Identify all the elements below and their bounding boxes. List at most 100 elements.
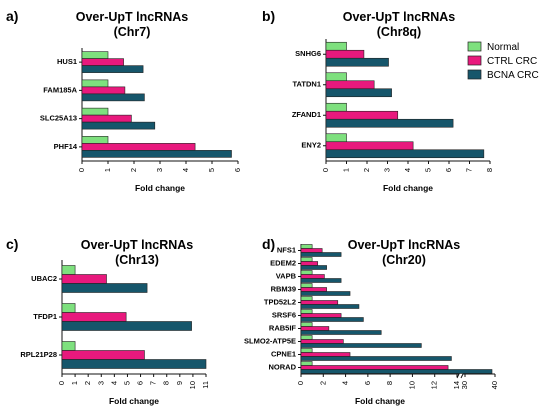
legend-swatch bbox=[467, 69, 482, 80]
bar-ctrl-crc bbox=[300, 326, 330, 331]
bar-normal bbox=[325, 41, 347, 51]
x-tick-label: 3 bbox=[96, 381, 105, 385]
bar-bcna-crc bbox=[325, 57, 389, 67]
category-label: VAPB bbox=[276, 271, 297, 280]
x-axis-title: Fold change bbox=[383, 183, 433, 193]
bar-ctrl-crc bbox=[81, 58, 124, 66]
bar-ctrl-crc bbox=[61, 274, 107, 284]
bar-bcna-crc bbox=[325, 118, 454, 128]
bar-ctrl-crc bbox=[300, 274, 325, 279]
x-tick-label: 8 bbox=[162, 381, 171, 385]
bar-normal bbox=[300, 283, 313, 288]
panel-title-line1: Over-UpT lncRNAs bbox=[343, 10, 456, 24]
category-label: ENY2 bbox=[301, 141, 321, 150]
bar-ctrl-crc bbox=[300, 313, 342, 318]
panel-letter: b) bbox=[262, 8, 275, 24]
x-tick-label: 3 bbox=[382, 168, 391, 172]
bar-normal bbox=[61, 341, 76, 351]
bar-normal bbox=[300, 244, 313, 249]
bar-normal bbox=[300, 270, 313, 275]
panel-b: b) Over-UpT lncRNAs(Chr8q) 0 1 2 3 4 5 6 7 8 Fold c… bbox=[262, 8, 494, 193]
x-tick-label: 4 bbox=[403, 168, 412, 172]
panel-title-line1: Over-UpT lncRNAs bbox=[76, 10, 189, 24]
panel-c: c) Over-UpT lncRNAs(Chr13) 0 1 2 3 4 5 6 7 8 9 10 11 F… bbox=[6, 236, 210, 406]
bar-normal bbox=[61, 265, 76, 275]
category-label: UBAC2 bbox=[31, 274, 57, 283]
bar-ctrl-crc bbox=[300, 352, 351, 357]
bar-ctrl-crc bbox=[300, 248, 323, 253]
category-label: SLMO2-ATP5E bbox=[244, 336, 296, 345]
category-label: SNHG6 bbox=[295, 49, 321, 58]
bar-bcna-crc bbox=[300, 343, 422, 348]
bar-ctrl-crc bbox=[61, 312, 127, 322]
x-tick-label: 10 bbox=[407, 381, 416, 389]
bar-normal bbox=[325, 72, 347, 82]
bar-bcna-crc bbox=[81, 121, 156, 130]
category-label: TATDN1 bbox=[293, 80, 321, 89]
bar-ctrl-crc bbox=[325, 141, 414, 151]
bar-bcna-crc bbox=[300, 356, 452, 361]
bar-bcna-crc bbox=[81, 93, 145, 102]
x-tick-label: 6 bbox=[444, 168, 453, 172]
bar-ctrl-crc bbox=[300, 300, 339, 305]
bar-ctrl-crc bbox=[81, 86, 126, 95]
bar-normal bbox=[81, 51, 109, 59]
bar-ctrl-crc bbox=[81, 114, 132, 123]
category-label: RAB5IF bbox=[269, 323, 297, 332]
x-tick-label: 5 bbox=[423, 168, 432, 172]
x-tick-label: 0 bbox=[296, 381, 305, 385]
bar-bcna-crc bbox=[300, 291, 351, 296]
bar-ctrl-crc bbox=[325, 49, 365, 59]
category-label: RBM39 bbox=[271, 284, 296, 293]
panel-a: a) Over-UpT lncRNAs(Chr7) 0 1 2 3 4 5 6 Fold chan… bbox=[6, 8, 242, 193]
legend-label: BCNA CRC bbox=[487, 70, 539, 81]
bar-bcna-crc bbox=[61, 359, 207, 369]
x-tick-label: 6 bbox=[363, 381, 372, 385]
category-label: FAM185A bbox=[43, 85, 77, 94]
x-tick-label: 6 bbox=[136, 381, 145, 385]
bar-normal bbox=[300, 322, 313, 327]
x-tick-label: 7 bbox=[464, 168, 473, 172]
legend-label: Normal bbox=[487, 42, 519, 53]
x-tick-label: 1 bbox=[103, 168, 112, 172]
bar-ctrl-crc bbox=[325, 80, 375, 90]
bar-normal bbox=[325, 133, 347, 143]
x-tick-label: 14 bbox=[452, 381, 461, 389]
bar-ctrl-crc bbox=[300, 261, 319, 266]
x-tick-label: 4 bbox=[109, 381, 118, 385]
category-label: ZFAND1 bbox=[292, 110, 321, 119]
x-tick-label: 9 bbox=[175, 381, 184, 385]
x-tick-label: 6 bbox=[233, 168, 242, 172]
x-axis-title: Fold change bbox=[135, 183, 185, 193]
x-tick-label: 5 bbox=[122, 381, 131, 385]
x-tick-label: 30 bbox=[460, 381, 469, 389]
bar-normal bbox=[300, 296, 313, 301]
x-tick-label: 8 bbox=[385, 381, 394, 385]
bar-ctrl-crc bbox=[61, 350, 145, 360]
x-tick-label: 12 bbox=[430, 381, 439, 389]
bar-bcna-crc bbox=[300, 265, 327, 270]
x-tick-label: 5 bbox=[207, 168, 216, 172]
legend-label: CTRL CRC bbox=[487, 56, 537, 67]
category-label: TPD52L2 bbox=[264, 297, 296, 306]
x-tick-label: 0 bbox=[77, 168, 86, 172]
x-tick-label: 7 bbox=[149, 381, 158, 385]
bar-ctrl-crc bbox=[81, 143, 196, 151]
x-tick-label: 3 bbox=[155, 168, 164, 172]
x-tick-label: 1 bbox=[341, 168, 350, 172]
category-label: EDEM2 bbox=[270, 258, 296, 267]
category-label: CPNE1 bbox=[271, 349, 296, 358]
panel-title-line1: Over-UpT lncRNAs bbox=[348, 238, 461, 252]
x-tick-label: 2 bbox=[318, 381, 327, 385]
category-label: TFDP1 bbox=[33, 312, 57, 321]
x-tick-label: 40 bbox=[490, 381, 499, 389]
panel-title-line2: (Chr8q) bbox=[377, 25, 421, 39]
bar-bcna-crc bbox=[325, 149, 485, 159]
x-tick-label: 4 bbox=[341, 381, 350, 385]
bar-normal bbox=[61, 303, 76, 313]
x-tick-label: 10 bbox=[188, 381, 197, 389]
bar-normal bbox=[300, 335, 313, 340]
bar-normal bbox=[300, 361, 313, 366]
bar-normal bbox=[300, 309, 313, 314]
